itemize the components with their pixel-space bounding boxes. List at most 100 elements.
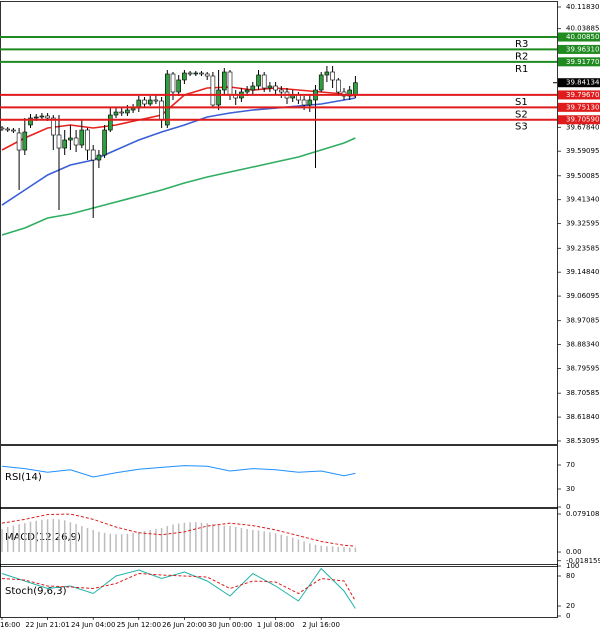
line bbox=[1, 465, 356, 478]
candle-body bbox=[330, 71, 335, 81]
level-label-box bbox=[558, 32, 600, 42]
y-tick-label: 39.50085 bbox=[566, 172, 599, 180]
level-name: R1 bbox=[515, 64, 528, 75]
line bbox=[1, 137, 356, 236]
panel-title: Stoch(9,6,3) bbox=[5, 586, 67, 597]
y-tick-label: 0.00 bbox=[566, 548, 582, 556]
current-price-label: 39.84134 bbox=[566, 79, 600, 87]
level-label: 39.79670 bbox=[566, 91, 599, 99]
candle-body bbox=[278, 89, 284, 93]
line bbox=[1, 572, 356, 602]
y-tick-label: 0.079108 bbox=[566, 510, 599, 518]
level-name: R2 bbox=[515, 51, 528, 62]
candle-body bbox=[153, 99, 159, 102]
candle-body bbox=[267, 85, 273, 89]
candle-body bbox=[108, 114, 113, 131]
y-tick-label: 38.88340 bbox=[566, 341, 599, 349]
level-label: 40.00850 bbox=[566, 33, 599, 41]
candle-body bbox=[11, 129, 16, 132]
level-label: 39.75130 bbox=[566, 103, 599, 111]
y-tick-label: 80 bbox=[566, 572, 575, 580]
y-tick-label: 70 bbox=[566, 461, 575, 469]
level-label-box bbox=[558, 102, 600, 112]
candle-body bbox=[50, 117, 56, 136]
candle-body bbox=[56, 134, 62, 149]
panel-frame bbox=[0, 1, 558, 445]
x-tick-label: 22 Jun 21:01 bbox=[25, 621, 69, 629]
level-name: S3 bbox=[515, 122, 528, 133]
candle-body bbox=[5, 128, 10, 131]
candle-body bbox=[273, 85, 278, 91]
y-tick-label: 39.32595 bbox=[566, 220, 599, 228]
candle-body bbox=[125, 109, 130, 114]
candle-body bbox=[62, 139, 68, 149]
candle-body bbox=[113, 111, 119, 116]
candle-body bbox=[39, 115, 45, 118]
candle-body bbox=[165, 73, 170, 126]
x-tick-label: 25 Jun 12:00 bbox=[117, 621, 161, 629]
candle-body bbox=[182, 72, 187, 81]
candle-body bbox=[193, 72, 199, 75]
y-tick-label: 0 bbox=[566, 503, 570, 511]
y-tick-label: 40.03885 bbox=[566, 25, 599, 33]
candle-body bbox=[301, 99, 307, 106]
y-tick-label: 39.06095 bbox=[566, 292, 599, 300]
candle-body bbox=[256, 74, 261, 87]
y-tick-label: 20 bbox=[566, 602, 575, 610]
candle-body bbox=[96, 154, 102, 161]
candle-body bbox=[170, 73, 176, 93]
level-name: S2 bbox=[515, 109, 528, 120]
level-name: R3 bbox=[515, 39, 528, 50]
candle-body bbox=[79, 129, 85, 146]
candle-body bbox=[159, 100, 164, 121]
candle-body bbox=[22, 131, 28, 151]
y-tick-label: -0.018159 bbox=[566, 557, 600, 565]
panel-frame bbox=[0, 507, 558, 567]
y-tick-label: 38.97085 bbox=[566, 317, 599, 325]
y-tick-label: 40.11830 bbox=[566, 3, 599, 11]
y-tick-label: 39.41340 bbox=[566, 196, 599, 204]
candle-body bbox=[90, 149, 96, 161]
level-label-box bbox=[558, 115, 600, 125]
y-tick-label: 38.70585 bbox=[566, 389, 599, 397]
x-tick-label: 2 Jul 16:00 bbox=[302, 621, 340, 629]
panel-frame bbox=[0, 564, 558, 618]
candle-body bbox=[0, 127, 5, 130]
x-tick-label: 16:00 bbox=[0, 621, 20, 629]
y-tick-label: 100 bbox=[566, 562, 579, 570]
candle-body bbox=[335, 79, 341, 93]
candle-body bbox=[28, 117, 33, 126]
y-tick-label: 0 bbox=[566, 612, 570, 620]
level-name: S1 bbox=[515, 97, 528, 108]
candle-body bbox=[347, 89, 353, 97]
candle-body bbox=[353, 82, 358, 96]
candle-body bbox=[16, 132, 22, 151]
candle-body bbox=[176, 79, 181, 93]
level-label-box bbox=[558, 57, 600, 67]
level-label: 39.91770 bbox=[566, 58, 599, 66]
level-label: 39.70590 bbox=[566, 116, 599, 124]
candle-body bbox=[324, 71, 330, 76]
panel-title: RSI(14) bbox=[5, 472, 42, 483]
level-label-box bbox=[558, 44, 600, 54]
y-tick-label: 38.79595 bbox=[566, 365, 599, 373]
candle-body bbox=[142, 99, 147, 105]
x-tick-label: 24 Jun 04:00 bbox=[71, 621, 115, 629]
x-tick-label: 30 Jun 00:00 bbox=[208, 621, 252, 629]
candle-body bbox=[187, 72, 193, 75]
line bbox=[1, 97, 356, 206]
candle-body bbox=[318, 74, 324, 91]
candle-body bbox=[204, 73, 210, 77]
y-tick-label: 38.53095 bbox=[566, 437, 599, 445]
line bbox=[1, 513, 356, 547]
candle-body bbox=[119, 111, 124, 114]
candle-body bbox=[68, 137, 73, 141]
y-tick-label: 30 bbox=[566, 485, 575, 493]
candle-body bbox=[222, 71, 227, 91]
current-price-box bbox=[558, 78, 600, 88]
y-tick-label: 39.67840 bbox=[566, 123, 599, 131]
candle-body bbox=[199, 72, 204, 75]
candle-body bbox=[147, 99, 153, 105]
x-tick-label: 26 Jun 20:00 bbox=[162, 621, 206, 629]
